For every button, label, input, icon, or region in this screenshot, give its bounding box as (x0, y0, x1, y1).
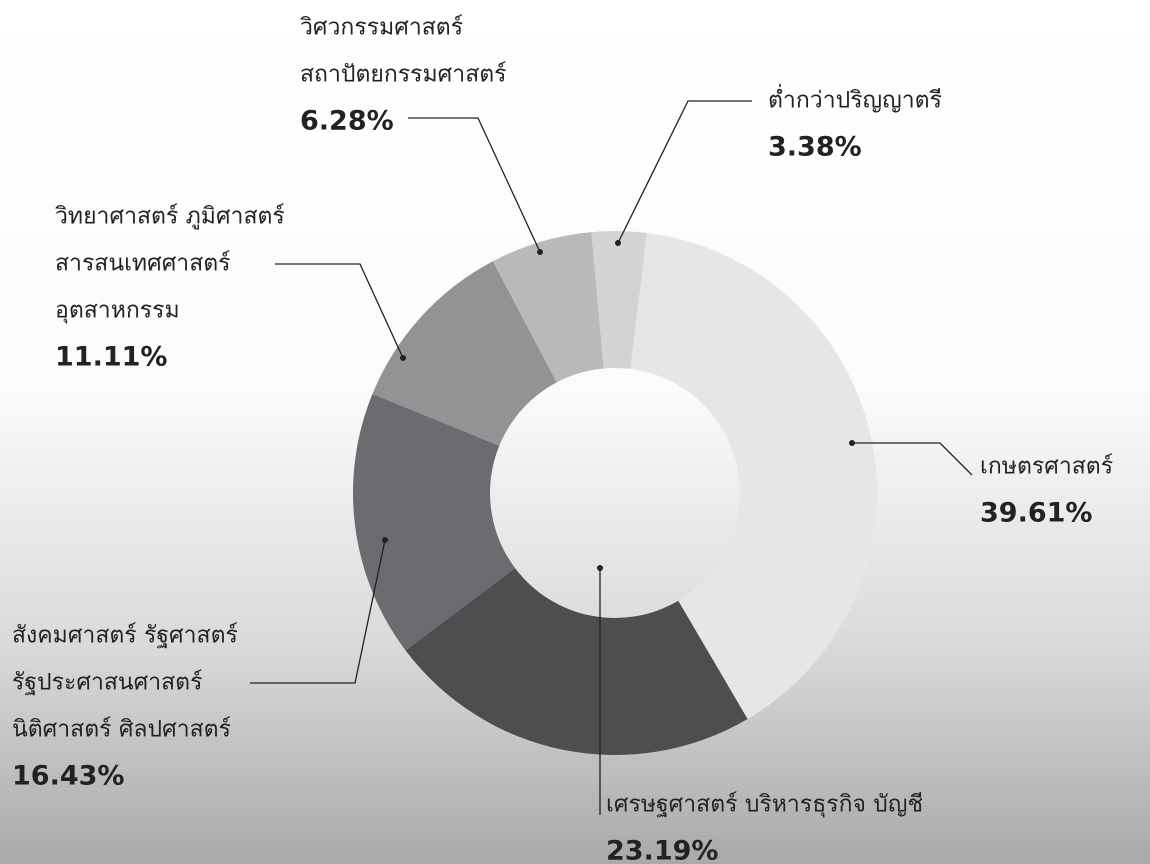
leader-dot (615, 240, 621, 246)
category-label: เกษตรศาสตร์ (980, 453, 1113, 480)
category-label: วิศวกรรมศาสตร์ (300, 14, 463, 41)
category-label: สารสนเทศศาสตร์ (55, 250, 231, 277)
category-label: สถาปัตยกรรมศาสตร์ (300, 61, 507, 88)
leader-dot (382, 537, 388, 543)
leader-dot (400, 355, 406, 361)
category-label: เศรษฐศาสตร์ บริหารธุรกิจ บัญชี (606, 791, 923, 818)
leader-dot (849, 440, 855, 446)
category-label: อุตสาหกรรม (55, 298, 180, 324)
category-label: นิติศาสตร์ ศิลปศาสตร์ (12, 716, 231, 743)
chart: เกษตรศาสตร์ 39.61% เศรษฐศาสตร์ บริหารธุรกิ… (0, 0, 1150, 864)
category-label: วิทยาศาสตร์ ภูมิศาสตร์ (55, 203, 285, 230)
category-label: ต่ำกว่าปริญญาตรี (768, 84, 942, 114)
value-label: 11.11% (55, 342, 167, 373)
value-label: 39.61% (980, 498, 1092, 529)
value-label: 6.28% (300, 106, 394, 137)
category-label: รัฐประศาสนศาสตร์ (12, 669, 202, 696)
value-label: 16.43% (12, 761, 124, 792)
category-label: สังคมศาสตร์ รัฐศาสตร์ (12, 622, 238, 649)
leader-dot (537, 249, 543, 255)
value-label: 23.19% (606, 836, 718, 864)
leader-dot (597, 565, 603, 571)
value-label: 3.38% (768, 132, 862, 163)
